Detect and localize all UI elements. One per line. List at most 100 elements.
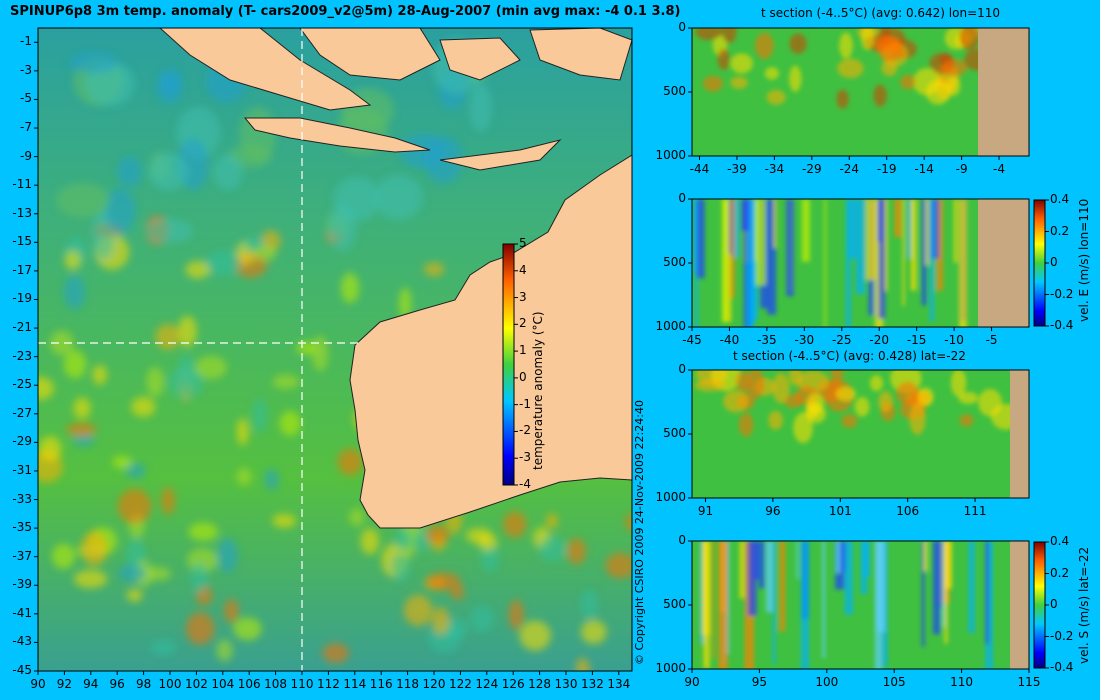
section4-plot-area — [692, 541, 1029, 669]
section-ytick-label: 0 — [678, 20, 686, 34]
section-xtick-label: -35 — [757, 333, 777, 347]
map-xtick-label: 116 — [369, 677, 393, 691]
section-xtick-label: 90 — [684, 675, 700, 689]
section-colorbar-tick-label: -0.4 — [1050, 660, 1074, 674]
section-xtick-label: -40 — [719, 333, 740, 347]
map-ytick-label: -23 — [12, 348, 32, 363]
land-islands — [439, 28, 632, 171]
map-colorbar-tick-label: 0 — [519, 369, 527, 384]
map-ytick-label: -41 — [12, 605, 32, 620]
section-ytick-label: 1000 — [655, 490, 686, 504]
map-xtick-label: 134 — [607, 677, 631, 691]
map-ytick-label: -43 — [12, 634, 32, 649]
section-xtick-label: -19 — [876, 162, 897, 176]
map-ytick-label: -3 — [20, 62, 32, 77]
section-xtick-label: 115 — [1017, 675, 1041, 689]
land-sumatra — [159, 28, 372, 111]
section-xtick-label: -10 — [944, 333, 964, 347]
map-colorbar-tick-label: 1 — [519, 343, 527, 358]
map-ytick-label: -13 — [12, 205, 32, 220]
section-xtick-label: 101 — [828, 504, 852, 518]
map-ytick-label: -45 — [12, 663, 32, 677]
map-xtick-label: 104 — [211, 677, 235, 691]
section-xtick-label: 95 — [751, 675, 768, 689]
section-xtick-label: -34 — [764, 162, 785, 176]
land-java — [243, 117, 431, 153]
map-ytick-label: -15 — [12, 234, 32, 249]
map-plot-area — [38, 28, 632, 671]
section-ytick-label: 500 — [663, 84, 686, 98]
map-colorbar-tick-label: 2 — [519, 316, 527, 331]
section-colorbar-tick-label: 0.2 — [1050, 565, 1070, 580]
section-xtick-label: -5 — [985, 333, 998, 347]
map-ytick-label: -7 — [20, 120, 32, 135]
map-xtick-label: 112 — [316, 677, 340, 691]
section-ytick-label: 1000 — [655, 661, 686, 675]
map-xtick-label: 98 — [135, 677, 152, 691]
map-xtick-label: 108 — [264, 677, 288, 691]
section-xtick-label: -39 — [727, 162, 747, 176]
map-colorbar-tick-label: 5 — [519, 236, 527, 250]
map-xtick-label: 96 — [109, 677, 125, 691]
map-xtick-label: 124 — [475, 677, 499, 691]
section-xtick-label: -44 — [689, 162, 710, 176]
map-ytick-label: -25 — [12, 377, 32, 392]
velE-colorbar — [1033, 199, 1046, 327]
section-colorbar-tick-label: 0.4 — [1050, 192, 1070, 206]
section1-title: t section (-4..5°C) (avg: 0.642) lon=110 — [761, 6, 1001, 20]
section-ytick-label: 0 — [678, 533, 686, 547]
land-borneo — [299, 28, 441, 81]
map-xtick-label: 120 — [422, 677, 446, 691]
map-xtick-label: 122 — [448, 677, 472, 691]
section-xtick-label: -30 — [794, 333, 815, 347]
section1-plot-area — [692, 28, 1029, 156]
section-colorbar-tick-label: 0.2 — [1050, 223, 1070, 238]
section-xtick-label: 110 — [950, 675, 974, 689]
map-ytick-label: -1 — [20, 34, 32, 49]
map-xtick-label: 110 — [290, 677, 314, 691]
page-title: SPINUP6p8 3m temp. anomaly (T- cars2009_… — [10, 4, 681, 19]
map-xtick-label: 106 — [237, 677, 261, 691]
map-ytick-label: -31 — [12, 462, 32, 477]
map-colorbar-tick-label: -2 — [519, 423, 531, 438]
section-colorbar-tick-label: -0.2 — [1050, 286, 1074, 301]
section3-plot-area — [692, 370, 1029, 498]
velS-colorbar — [1033, 541, 1046, 669]
section-xtick-label: -20 — [869, 333, 890, 347]
map-ytick-label: -35 — [12, 520, 32, 535]
section-xtick-label: 105 — [882, 675, 906, 689]
map-ytick-label: -29 — [12, 434, 32, 449]
map-xtick-label: 102 — [184, 677, 208, 691]
map-xtick-label: 118 — [396, 677, 420, 691]
map-ytick-label: -33 — [12, 491, 32, 506]
section-ytick-label: 1000 — [655, 319, 686, 333]
map-ytick-label: -9 — [20, 148, 32, 163]
map-colorbar — [502, 243, 515, 486]
section-xtick-label: -15 — [906, 333, 927, 347]
section-xtick-label: 100 — [815, 675, 839, 689]
map-xtick-label: 132 — [580, 677, 604, 691]
map-ytick-label: -37 — [12, 548, 32, 563]
map-xtick-label: 128 — [528, 677, 552, 691]
section-ytick-label: 0 — [678, 362, 686, 376]
map-colorbar-tick-label: -3 — [519, 450, 531, 465]
section-colorbar-tick-label: -0.2 — [1050, 628, 1074, 643]
section-xtick-label: -45 — [682, 333, 702, 347]
map-xtick-label: 130 — [554, 677, 578, 691]
section-xtick-label: 91 — [697, 504, 714, 518]
map-ytick-label: -21 — [12, 320, 32, 335]
section-ytick-label: 500 — [663, 255, 686, 269]
section-colorbar-tick-label: 0.4 — [1050, 534, 1070, 548]
section-colorbar-tick-label: 0 — [1050, 255, 1058, 269]
section-ytick-label: 0 — [678, 191, 686, 205]
map-colorbar-tick-label: -1 — [519, 396, 531, 411]
map-xtick-label: 90 — [30, 677, 46, 691]
map-ytick-label: -5 — [20, 91, 32, 106]
map-ytick-label: -11 — [12, 177, 32, 192]
section-xtick-label: -25 — [831, 333, 852, 347]
map-colorbar-tick-label: -4 — [519, 477, 531, 491]
velE-colorbar-label: vel. E (m/s) lon=110 — [1077, 198, 1091, 322]
map-colorbar-label: temperature anomaly (°C) — [531, 311, 545, 470]
velS-colorbar-label: vel. S (m/s) lat=-22 — [1077, 546, 1091, 664]
section3-title: t section (-4..5°C) (avg: 0.428) lat=-22 — [733, 349, 966, 363]
